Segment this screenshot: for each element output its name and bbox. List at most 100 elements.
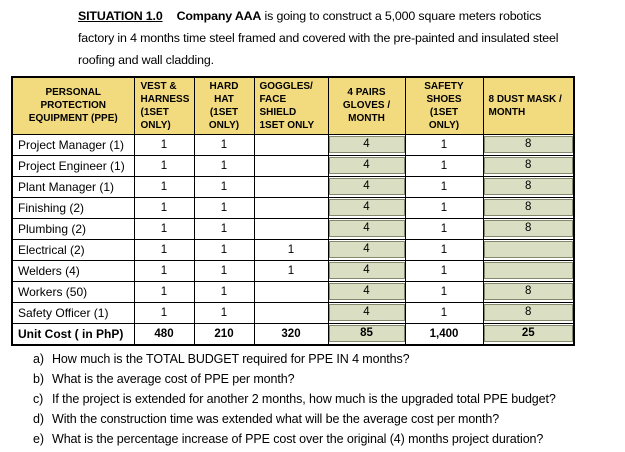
vest-cell: 480 [133, 322, 195, 345]
shoes-cell: 1 [404, 301, 484, 324]
highlight-chip: 8 [484, 199, 573, 216]
highlight-chip: 4 [329, 220, 404, 237]
table-row: Plant Manager (1) 1 1 4 1 8 [11, 175, 575, 198]
question-label: a) [33, 351, 44, 366]
question-a: a) How much is the TOTAL BUDGET required… [33, 349, 625, 369]
question-b: b) What is the average cost of PPE per m… [33, 369, 625, 389]
shoes-cell: 1 [404, 196, 484, 219]
shoes-cell: 1 [404, 133, 484, 156]
gloves-cell: 4 [327, 301, 406, 324]
row-label: Workers (50) [11, 280, 135, 303]
gloves-cell: 4 [327, 217, 406, 240]
goggles-cell: 1 [253, 238, 329, 261]
question-text: With the construction time was extended … [52, 411, 500, 426]
situation-heading: SITUATION 1.0 [78, 9, 163, 23]
unit-cost-row: Unit Cost ( in PhP) 480 210 320 85 1,400… [11, 322, 575, 345]
hat-cell: 1 [193, 175, 255, 198]
highlight-chip: 4 [329, 304, 404, 321]
goggles-cell [253, 175, 329, 198]
mask-cell: 8 [482, 196, 575, 219]
highlight-chip: 25 [484, 325, 573, 342]
situation-line-1: SITUATION 1.0 Company AAA is going to con… [78, 5, 623, 27]
hat-cell: 1 [193, 196, 255, 219]
highlight-chip: 4 [329, 199, 404, 216]
ppe-cost-table: PERSONAL PROTECTION EQUIPMENT (PPE) VEST… [11, 76, 575, 346]
mask-cell: 8 [482, 133, 575, 156]
table-row: Plumbing (2) 1 1 4 1 8 [11, 217, 575, 240]
highlight-chip: 4 [329, 157, 404, 174]
highlight-chip [484, 262, 573, 279]
question-label: d) [33, 411, 44, 426]
column-header-safety-shoes: SAFETY SHOES (1SET ONLY) [404, 76, 484, 135]
hat-cell: 1 [193, 301, 255, 324]
table-row: Project Manager (1) 1 1 4 1 8 [11, 133, 575, 156]
mask-cell: 8 [482, 301, 575, 324]
mask-cell: 8 [482, 154, 575, 177]
row-label: Plumbing (2) [11, 217, 135, 240]
highlight-chip: 8 [484, 220, 573, 237]
mask-cell: 8 [482, 217, 575, 240]
highlight-chip: 4 [329, 283, 404, 300]
question-text: How much is the TOTAL BUDGET required fo… [52, 351, 410, 366]
table-row: Project Engineer (1) 1 1 4 1 8 [11, 154, 575, 177]
highlight-chip: 4 [329, 241, 404, 258]
row-label: Finishing (2) [11, 196, 135, 219]
table-row: Workers (50) 1 1 4 1 8 [11, 280, 575, 303]
highlight-chip: 8 [484, 304, 573, 321]
table-row: Electrical (2) 1 1 1 4 1 [11, 238, 575, 261]
question-label: b) [33, 371, 44, 386]
vest-cell: 1 [133, 259, 195, 282]
goggles-cell: 320 [253, 322, 329, 345]
document-page: SITUATION 1.0 Company AAA is going to con… [0, 5, 625, 452]
highlight-chip: 4 [329, 178, 404, 195]
vest-cell: 1 [133, 154, 195, 177]
vest-cell: 1 [133, 238, 195, 261]
gloves-cell: 4 [327, 133, 406, 156]
row-label: Plant Manager (1) [11, 175, 135, 198]
shoes-cell: 1 [404, 154, 484, 177]
mask-cell [482, 238, 575, 261]
column-header-goggles: GOGGLES/ FACE SHIELD 1SET ONLY [253, 76, 329, 135]
shoes-cell: 1,400 [404, 322, 484, 345]
hat-cell: 1 [193, 133, 255, 156]
highlight-chip: 8 [484, 136, 573, 153]
situation-line-3: roofing and wall cladding. [78, 53, 214, 67]
highlight-chip: 4 [329, 262, 404, 279]
gloves-cell: 4 [327, 154, 406, 177]
question-c: c) If the project is extended for anothe… [33, 389, 625, 409]
table-row: Welders (4) 1 1 1 4 1 [11, 259, 575, 282]
situation-paragraph: SITUATION 1.0 Company AAA is going to con… [78, 5, 623, 71]
goggles-cell [253, 154, 329, 177]
gloves-cell: 4 [327, 175, 406, 198]
column-header-vest-harness: VEST & HARNESS (1SET ONLY) [133, 76, 195, 135]
vest-cell: 1 [133, 196, 195, 219]
highlight-chip: 8 [484, 283, 573, 300]
highlight-chip: 8 [484, 178, 573, 195]
gloves-cell: 85 [327, 322, 406, 345]
mask-cell [482, 259, 575, 282]
mask-cell: 8 [482, 175, 575, 198]
highlight-chip: 8 [484, 157, 573, 174]
table-row: Safety Officer (1) 1 1 4 1 8 [11, 301, 575, 324]
hat-cell: 1 [193, 217, 255, 240]
column-header-ppe: PERSONAL PROTECTION EQUIPMENT (PPE) [11, 76, 135, 135]
question-d: d) With the construction time was extend… [33, 409, 625, 429]
vest-cell: 1 [133, 301, 195, 324]
goggles-cell [253, 280, 329, 303]
shoes-cell: 1 [404, 280, 484, 303]
goggles-cell [253, 133, 329, 156]
question-label: e) [33, 431, 44, 446]
row-label: Project Engineer (1) [11, 154, 135, 177]
question-label: c) [33, 391, 44, 406]
goggles-cell [253, 301, 329, 324]
goggles-cell [253, 217, 329, 240]
row-label: Safety Officer (1) [11, 301, 135, 324]
goggles-cell [253, 196, 329, 219]
column-header-dust-mask: 8 DUST MASK / MONTH [482, 76, 575, 135]
company-name: Company AAA [176, 9, 262, 23]
gloves-cell: 4 [327, 280, 406, 303]
gloves-cell: 4 [327, 196, 406, 219]
header-row: PERSONAL PROTECTION EQUIPMENT (PPE) VEST… [11, 76, 575, 135]
column-header-hard-hat: HARD HAT (1SET ONLY) [193, 76, 255, 135]
question-text: If the project is extended for another 2… [52, 391, 556, 406]
